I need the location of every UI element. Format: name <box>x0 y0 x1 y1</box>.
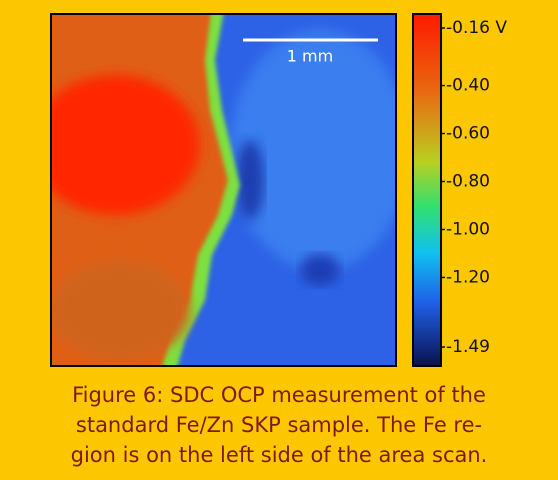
caption-line: Figure 6: SDC OCP measurement of the <box>72 383 486 407</box>
colorbar-tick-label: -0.60 <box>446 124 490 144</box>
caption-line: gion is on the left side of the area sca… <box>71 443 488 467</box>
colorbar-tick-label: -0.80 <box>446 172 490 192</box>
heatmap <box>52 15 395 365</box>
colorbar-tick-label: -0.40 <box>446 76 490 96</box>
colorbar <box>414 15 440 365</box>
colorbar-tick-label: -1.20 <box>446 267 490 287</box>
colorbar-tick-label: -1.49 <box>446 337 490 357</box>
caption-line: standard Fe/Zn SKP sample. The Fe re- <box>76 413 482 437</box>
caption: Figure 6: SDC OCP measurement of the stan… <box>71 383 488 467</box>
colorbar-tick-label: -0.16 V <box>446 18 507 38</box>
scale-bar-label: 1 mm <box>287 47 333 66</box>
colorbar-ticks: -0.16 V -0.40 -0.60 -0.80 -1.00 -1.20 -1.49 <box>440 18 507 357</box>
colorbar-tick-label: -1.00 <box>446 219 490 239</box>
